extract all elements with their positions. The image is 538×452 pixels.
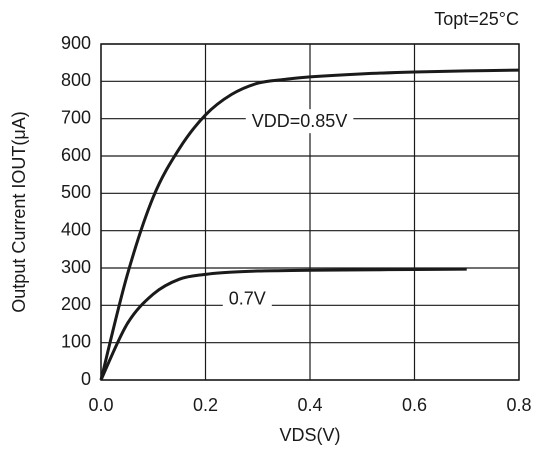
y-tick-label: 800 — [61, 70, 91, 90]
y-tick-label: 700 — [61, 107, 91, 127]
plot-frame — [100, 43, 520, 381]
x-axis-label: VDS(V) — [279, 425, 340, 445]
y-tick-label: 300 — [61, 257, 91, 277]
x-tick-label: 0.4 — [297, 395, 322, 415]
y-tick-label: 0 — [81, 369, 91, 389]
series-line — [99, 68, 520, 381]
x-tick-label: 0.8 — [506, 395, 531, 415]
y-tick-label: 600 — [61, 145, 91, 165]
x-tick-label: 0.6 — [402, 395, 427, 415]
y-axis-label: Output Current IOUT(μA) — [9, 111, 29, 312]
y-tick-label: 900 — [61, 33, 91, 53]
series-label-bg — [222, 286, 272, 311]
annotation: Topt=25°C — [434, 9, 519, 29]
y-tick-label: 200 — [61, 294, 91, 314]
x-tick-label: 0.2 — [193, 395, 218, 415]
y-tick-label: 500 — [61, 182, 91, 202]
series-label: VDD=0.85V — [252, 111, 348, 131]
series-label: 0.7V — [229, 288, 266, 308]
series-line — [99, 267, 467, 381]
x-tick-label: 0.0 — [88, 395, 113, 415]
y-tick-label: 100 — [61, 331, 91, 351]
series-label-bg — [245, 109, 354, 134]
y-tick-label: 400 — [61, 219, 91, 239]
